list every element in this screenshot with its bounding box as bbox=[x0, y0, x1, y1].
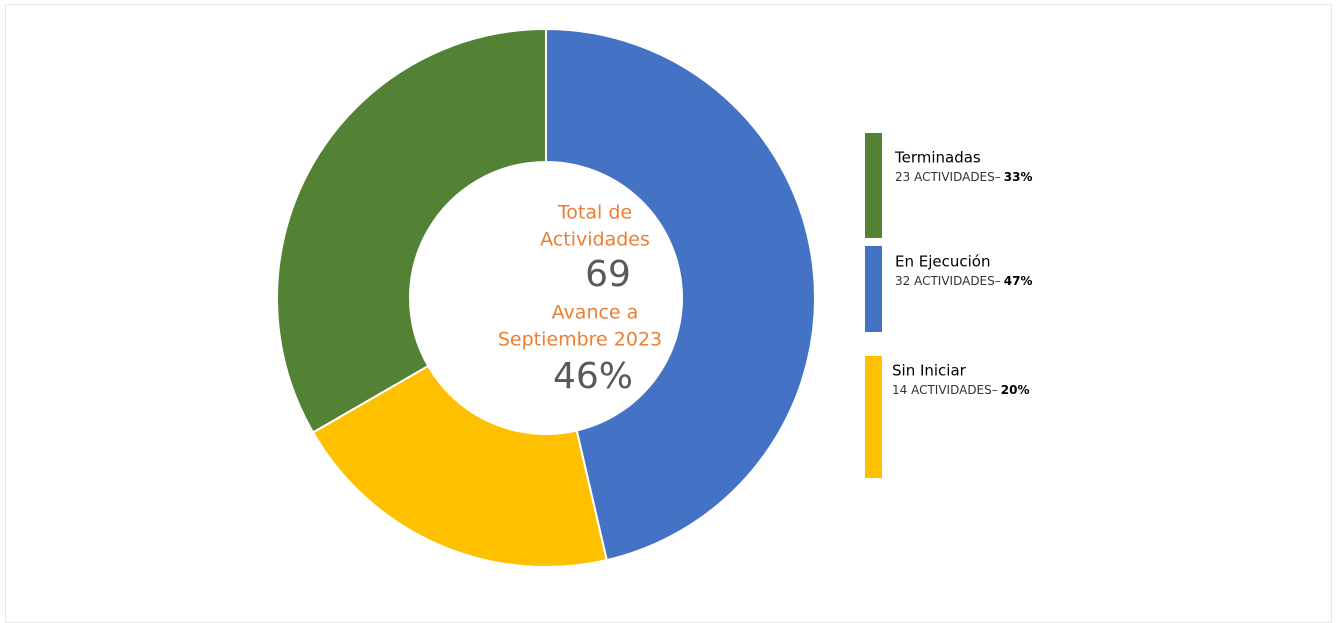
legend-label: En Ejecución bbox=[895, 253, 990, 271]
legend-label: Terminadas bbox=[894, 149, 981, 167]
progress: 46% bbox=[553, 356, 633, 397]
slice bbox=[545, 27, 816, 562]
legend-count: 14 ACTIVIDADES– bbox=[892, 383, 998, 397]
legend-count: 32 ACTIVIDADES– bbox=[895, 274, 1001, 288]
center-title: Total de bbox=[557, 202, 632, 224]
legend-label: Sin Iniciar bbox=[892, 362, 967, 380]
legend-swatch bbox=[865, 246, 882, 332]
legend-detail: 32 ACTIVIDADES– 47% bbox=[895, 274, 1033, 288]
legend-detail: 14 ACTIVIDADES– 20% bbox=[892, 383, 1030, 397]
legend-percent: 47% bbox=[1004, 274, 1033, 288]
legend-swatch bbox=[865, 133, 882, 238]
total: 69 bbox=[585, 254, 631, 295]
slice bbox=[276, 27, 547, 434]
legend-swatch bbox=[865, 356, 882, 478]
slice bbox=[311, 364, 608, 568]
legend-detail: 23 ACTIVIDADES– 33% bbox=[895, 170, 1033, 184]
center-title: Actividades bbox=[540, 229, 650, 251]
legend-percent: 33% bbox=[1004, 170, 1033, 184]
legend-percent: 20% bbox=[1001, 383, 1030, 397]
legend-count: 23 ACTIVIDADES– bbox=[895, 170, 1001, 184]
center-subtitle: Septiembre 2023 bbox=[498, 329, 662, 351]
center-subtitle: Avance a bbox=[552, 302, 639, 324]
